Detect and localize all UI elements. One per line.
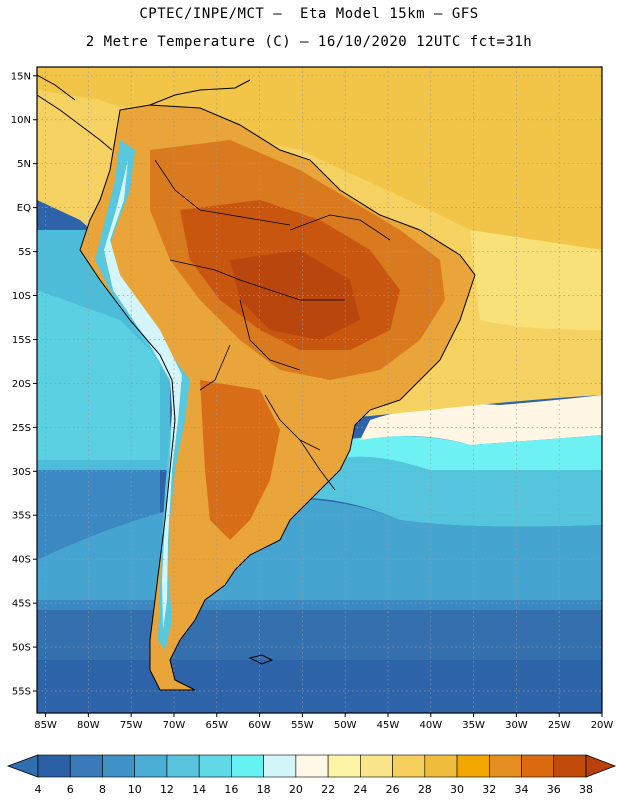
- colorbar-swatch: [295, 754, 329, 778]
- lat-label: 20S: [12, 379, 31, 390]
- colorbar-swatch: [102, 754, 136, 778]
- colorbar-label: 18: [257, 783, 271, 796]
- colorbar-label: 10: [128, 783, 142, 796]
- map-frame: [36, 66, 603, 714]
- lon-label: 85W: [34, 720, 57, 731]
- colorbar-label: 30: [450, 783, 464, 796]
- lat-label: EQ: [17, 203, 31, 214]
- colorbar-label: 36: [547, 783, 561, 796]
- colorbar-label: 28: [418, 783, 432, 796]
- colorbar-label: 16: [224, 783, 238, 796]
- colorbar-label: 32: [482, 783, 496, 796]
- country-borders: [154, 159, 391, 491]
- colorbar-label: 22: [321, 783, 335, 796]
- lat-label: 15S: [12, 335, 31, 346]
- colorbar-swatch: [521, 754, 555, 778]
- colorbar-min-arrow: [6, 754, 39, 778]
- colorbar-label: 26: [386, 783, 400, 796]
- colorbar-swatch: [456, 754, 490, 778]
- central-america-coast: [37, 74, 251, 151]
- lon-label: 80W: [77, 720, 100, 731]
- lon-label: 40W: [419, 720, 442, 731]
- lat-label: 30S: [12, 467, 31, 478]
- lon-label: 65W: [205, 720, 228, 731]
- colorbar-swatch: [134, 754, 168, 778]
- lat-label: 25S: [12, 423, 31, 434]
- colorbar-swatch: [424, 754, 458, 778]
- colorbar-max-arrow: [585, 754, 617, 778]
- lon-label: 70W: [163, 720, 186, 731]
- lon-label: 50W: [334, 720, 357, 731]
- colorbar-swatch: [69, 754, 103, 778]
- colorbar-swatch: [488, 754, 522, 778]
- colorbar-label: 34: [515, 783, 529, 796]
- colorbar-label: 38: [579, 783, 593, 796]
- colorbar-swatch: [360, 754, 393, 778]
- longitude-axis: 85W 80W 75W 70W 65W 60W 55W 50W 45W 40W 35W 30W 25W 2…: [34, 713, 613, 731]
- lat-label: 35S: [12, 511, 31, 522]
- lon-label: 30W: [505, 720, 528, 731]
- lat-label: 40S: [12, 555, 31, 566]
- lat-label: 10S: [12, 291, 31, 302]
- lat-label: 45S: [12, 599, 31, 610]
- map-title: CPTEC/INPE/MCT – Eta Model 15km – GFS: [139, 6, 479, 22]
- colorbar-label: 14: [192, 783, 206, 796]
- colorbar-swatch: [166, 754, 200, 778]
- lon-label: 55W: [291, 720, 314, 731]
- colorbar-swatch: [327, 754, 361, 778]
- lat-label: 15N: [11, 71, 31, 82]
- lat-label: 5S: [18, 247, 31, 258]
- colorbar-swatch: [231, 754, 264, 778]
- colorbar-swatch: [37, 754, 71, 778]
- lon-label: 45W: [377, 720, 400, 731]
- lat-label: 10N: [11, 115, 31, 126]
- colorbar-label: 20: [289, 783, 303, 796]
- latitude-axis: 15N 10N 5N EQ 5S 10S 15S 20S 25S 30S 35S 40S 45S 50S 5…: [11, 71, 37, 698]
- colorbar-label: 24: [353, 783, 367, 796]
- colorbar-label: 12: [160, 783, 174, 796]
- colorbar-swatch: [392, 754, 426, 778]
- lat-label: 5N: [17, 159, 31, 170]
- colorbar-label: 6: [67, 783, 74, 796]
- lat-label: 50S: [12, 643, 31, 654]
- lon-label: 25W: [548, 720, 571, 731]
- colorbar-swatch: [553, 754, 587, 778]
- colorbar-swatch: [198, 754, 232, 778]
- lat-label: 55S: [12, 687, 31, 698]
- colorbar-label: 8: [99, 783, 106, 796]
- coastline: [79, 104, 476, 691]
- lon-label: 35W: [462, 720, 485, 731]
- colorbar-swatch: [263, 754, 297, 778]
- lon-label: 75W: [120, 720, 143, 731]
- lon-label: 60W: [248, 720, 271, 731]
- temperature-colorbar: 4 6 8 10 12 14 16 18 20 22 24 26 28 30 32 34 36 38: [6, 754, 617, 796]
- temperature-field: [37, 67, 602, 713]
- map-subtitle: 2 Metre Temperature (C) – 16/10/2020 12U…: [85, 34, 533, 50]
- colorbar-label: 4: [35, 783, 42, 796]
- falkland-islands: [248, 654, 274, 665]
- lon-label: 20W: [591, 720, 614, 731]
